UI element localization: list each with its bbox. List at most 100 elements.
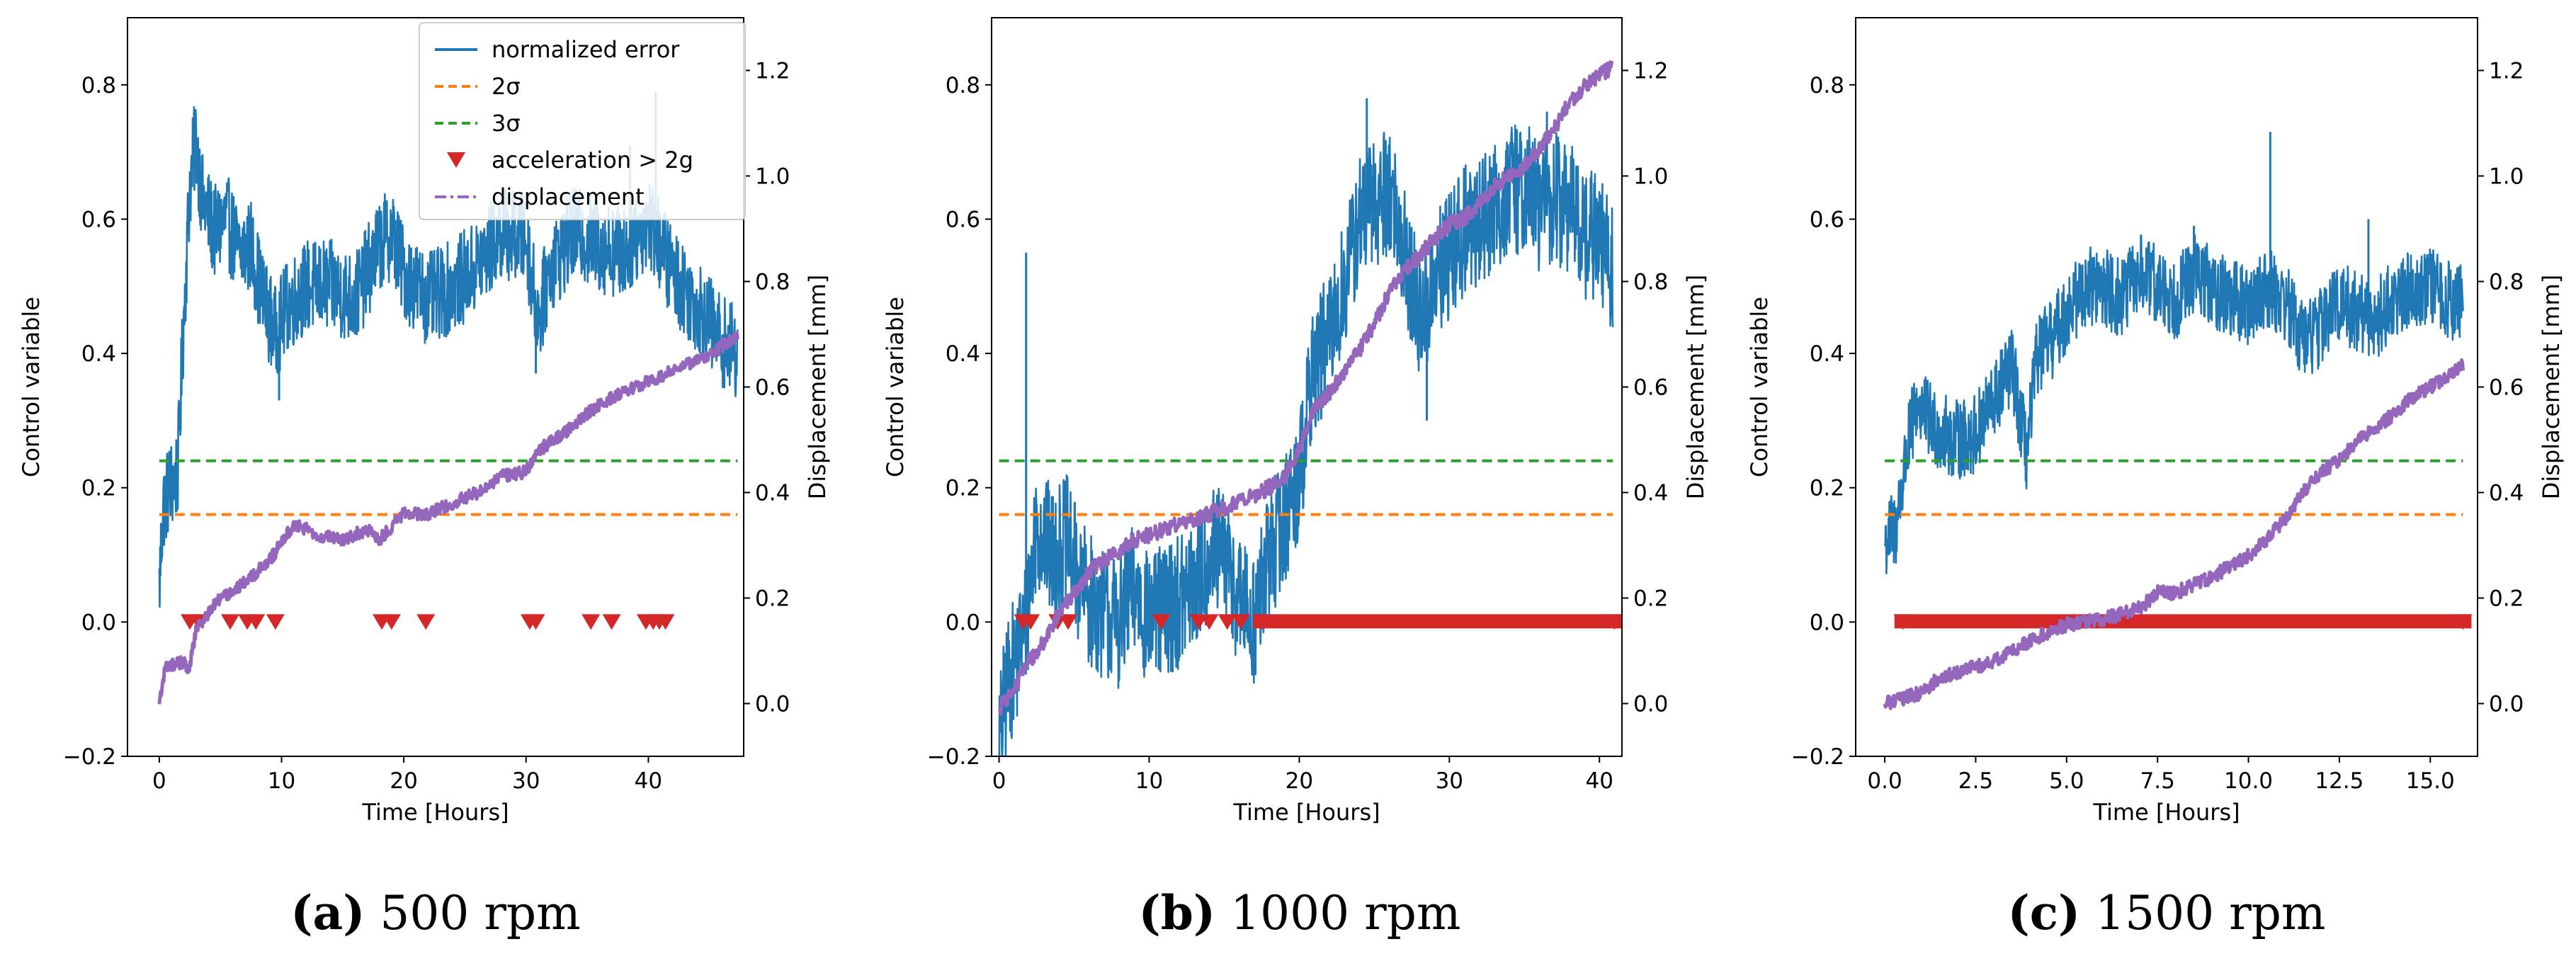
acceleration-marker: [1218, 614, 1237, 630]
caption-text: 500 rpm: [365, 886, 580, 940]
acceleration-marker: [1252, 614, 1271, 630]
acceleration-marker: [1021, 614, 1040, 630]
y-right-tick-label: 0.0: [2489, 692, 2524, 717]
normalized-error-line: [998, 124, 1614, 756]
y-right-tick-label: 0.2: [2489, 586, 2524, 612]
y-right-tick-label: 0.4: [1633, 481, 1668, 506]
acceleration-marker: [2453, 614, 2473, 630]
x-tick-label: 2.5: [1958, 768, 1993, 794]
y-right-tick-label: 0.2: [1633, 586, 1668, 612]
y-right-tick-label: 0.8: [1633, 270, 1668, 295]
acceleration-marker: [581, 614, 601, 630]
acceleration-marker: [602, 614, 621, 630]
legend-item-two_sigma: 2σ: [435, 73, 521, 100]
legend-label: acceleration > 2g: [492, 147, 693, 173]
y-tick-label: 0.2: [81, 476, 116, 501]
legend-item-accel: acceleration > 2g: [447, 147, 693, 173]
legend-label: displacement: [492, 183, 645, 210]
y-tick-label: 0.8: [81, 73, 116, 98]
y-tick-label: 0.6: [1810, 207, 1844, 232]
caption-text: 1000 rpm: [1215, 886, 1460, 940]
x-tick-label: 20: [1286, 768, 1313, 794]
displacement-line: [157, 331, 739, 705]
legend: normalized error 2σ 3σ acceleration > 2g dis…: [419, 22, 746, 220]
y-right-tick-label: 0.6: [2489, 375, 2524, 401]
y-right-axis-label: Displacement [mm]: [2538, 275, 2565, 499]
caption-letter: (a): [290, 885, 365, 940]
acceleration-marker: [526, 614, 545, 630]
y-right-axis-label: Displacement [mm]: [804, 275, 831, 499]
y-tick-label: −0.2: [1791, 744, 1844, 770]
y-right-tick-label: 0.4: [2489, 481, 2524, 506]
acceleration-marker: [1059, 614, 1078, 630]
y-right-tick-label: 0.0: [755, 692, 790, 717]
y-tick-label: −0.2: [63, 744, 116, 770]
caption-letter: (c): [2008, 885, 2081, 940]
legend-swatch-accel: [447, 152, 465, 169]
x-tick-label: 15.0: [2406, 768, 2455, 794]
caption-text: 1500 rpm: [2080, 886, 2325, 940]
legend-item-error: normalized error: [435, 36, 680, 63]
legend-label: normalized error: [492, 36, 680, 63]
y-tick-label: 0.0: [946, 610, 980, 635]
x-tick-label: 20: [390, 768, 417, 794]
x-tick-label: 0: [152, 768, 166, 794]
acceleration-marker: [221, 614, 239, 630]
y-tick-label: 0.6: [946, 207, 980, 232]
acceleration-marker-band: [1253, 614, 1622, 629]
panel-b: −0.2 0.0 0.2 0.4 0.6 0.8 0.0 0.2 0.4 0.6 0.8 1.0 1.2…: [882, 17, 1709, 940]
x-tick-label: 0: [992, 768, 1006, 794]
x-axis-label: Time [Hours]: [361, 799, 509, 826]
legend-item-displacement: displacement: [435, 183, 645, 210]
y-tick-label: 0.2: [1810, 476, 1844, 501]
y-tick-label: 0.0: [1810, 610, 1844, 635]
x-tick-label: 30: [1436, 768, 1463, 794]
legend-label: 3σ: [492, 110, 521, 137]
acceleration-marker: [382, 614, 401, 630]
y-tick-label: 0.4: [946, 341, 980, 367]
x-tick-label: 0.0: [1867, 768, 1902, 794]
y-right-axis-label: Displacement [mm]: [1682, 275, 1709, 499]
legend-box: [419, 22, 746, 220]
plot-area: [998, 60, 1622, 756]
y-right-tick-label: 1.0: [1633, 164, 1668, 190]
acceleration-marker: [656, 614, 675, 630]
plot-area: [157, 91, 739, 705]
y-right-tick-label: 1.0: [755, 164, 790, 190]
y-tick-label: −0.2: [927, 744, 980, 770]
y-tick-label: 0.8: [946, 73, 980, 98]
normalized-error-line: [1883, 234, 2464, 574]
caption-letter: (b): [1139, 885, 1216, 940]
x-tick-label: 40: [1585, 768, 1613, 794]
y-tick-label: 0.0: [81, 610, 116, 635]
y-right-tick-label: 0.8: [2489, 270, 2524, 295]
y-right-tick-label: 1.0: [2489, 164, 2524, 190]
x-tick-label: 10.0: [2224, 768, 2273, 794]
y-tick-label: 0.6: [81, 207, 116, 232]
acceleration-marker: [1893, 614, 1912, 630]
acceleration-marker: [1152, 614, 1171, 630]
y-tick-label: 0.4: [1810, 341, 1844, 367]
y-tick-label: 0.2: [946, 476, 980, 501]
y-right-tick-label: 1.2: [2489, 59, 2524, 84]
y-right-tick-label: 1.2: [755, 59, 790, 84]
y-axis-label: Control variable: [882, 297, 909, 477]
displacement-line: [1883, 358, 2465, 710]
x-axis-label: Time [Hours]: [1232, 799, 1380, 826]
x-axis-label: Time [Hours]: [2092, 799, 2240, 826]
y-right-tick-label: 0.8: [755, 270, 790, 295]
y-right-tick-label: 0.0: [1633, 692, 1668, 717]
panel-c: −0.2 0.0 0.2 0.4 0.6 0.8 0.0 0.2 0.4 0.6 0.8 1.0 1.2…: [1746, 17, 2565, 940]
axes-frame: [1855, 17, 2478, 757]
y-right-tick-label: 0.4: [755, 481, 790, 506]
x-tick-label: 10: [1135, 768, 1163, 794]
acceleration-marker: [416, 614, 436, 630]
x-tick-label: 40: [635, 768, 662, 794]
panel-caption: (b) 1000 rpm: [1139, 885, 1461, 940]
panel-a: −0.2 0.0 0.2 0.4 0.6 0.8 0.0 0.2 0.4 0.6 0.8 1.0 1.2…: [18, 17, 831, 940]
y-right-tick-label: 0.2: [755, 586, 790, 612]
legend-label: 2σ: [492, 73, 521, 100]
x-tick-label: 12.5: [2315, 768, 2364, 794]
y-tick-label: 0.4: [81, 341, 116, 367]
